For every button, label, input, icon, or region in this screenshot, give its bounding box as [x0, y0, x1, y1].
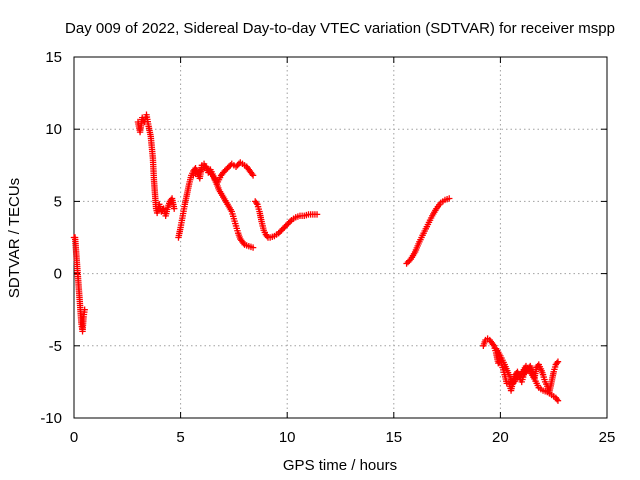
data-point: [278, 227, 285, 234]
y-axis-label: SDTVAR / TECUs: [6, 178, 23, 298]
data-point: [225, 163, 233, 170]
x-tick-label: 20: [492, 429, 509, 446]
y-tick-label: 10: [45, 121, 62, 138]
y-tick-labels: -10 -5 0 5 10 15: [40, 49, 62, 427]
data-point: [403, 260, 410, 267]
x-tick-label: 15: [385, 429, 402, 446]
x-axis-label: GPS time / hours: [283, 457, 397, 474]
x-tick-label: 10: [279, 429, 296, 446]
y-tick-label: 15: [45, 49, 62, 66]
y-tick-label: -10: [40, 410, 62, 427]
data-point: [515, 372, 523, 380]
data-point: [263, 232, 271, 240]
data-point: [222, 166, 230, 173]
series-sdtvar: [70, 111, 562, 404]
data-point: [221, 167, 228, 175]
grid-lines: [74, 57, 607, 418]
data-point: [517, 371, 524, 378]
data-point: [554, 358, 562, 365]
data-point: [249, 172, 257, 179]
data-point: [553, 396, 561, 403]
y-tick-label: 5: [54, 193, 62, 210]
data-point: [406, 257, 413, 264]
data-point: [253, 199, 260, 207]
data-point: [234, 162, 241, 169]
x-tick-label: 0: [70, 429, 78, 446]
data-point: [276, 228, 284, 235]
data-point: [248, 170, 256, 178]
data-point: [553, 359, 561, 367]
data-point: [282, 222, 289, 230]
chart-title: Day 009 of 2022, Sidereal Day-to-day VTE…: [65, 20, 615, 37]
data-point: [514, 374, 521, 381]
data-point: [220, 169, 227, 176]
x-tick-labels: 0 5 10 15 20 25: [70, 429, 616, 446]
data-point: [446, 195, 453, 202]
y-tick-label: -5: [49, 338, 62, 355]
data-point: [249, 244, 257, 251]
y-tick-label: 0: [54, 266, 62, 283]
data-point: [224, 164, 231, 172]
data-point: [81, 306, 88, 313]
data-point: [286, 218, 294, 225]
data-point: [285, 219, 292, 227]
data-point: [279, 225, 287, 233]
plot-frame: [73, 56, 608, 419]
data-point: [489, 341, 497, 348]
data-point: [232, 163, 240, 170]
data-point: [313, 211, 321, 218]
axis-ticks: [73, 56, 608, 419]
x-tick-label: 5: [176, 429, 184, 446]
data-point: [284, 221, 291, 228]
data-point: [404, 258, 412, 266]
data-point: [554, 397, 562, 404]
data-point: [275, 229, 282, 237]
data-point: [171, 205, 178, 212]
data-point: [281, 224, 288, 231]
x-tick-label: 25: [599, 429, 616, 446]
